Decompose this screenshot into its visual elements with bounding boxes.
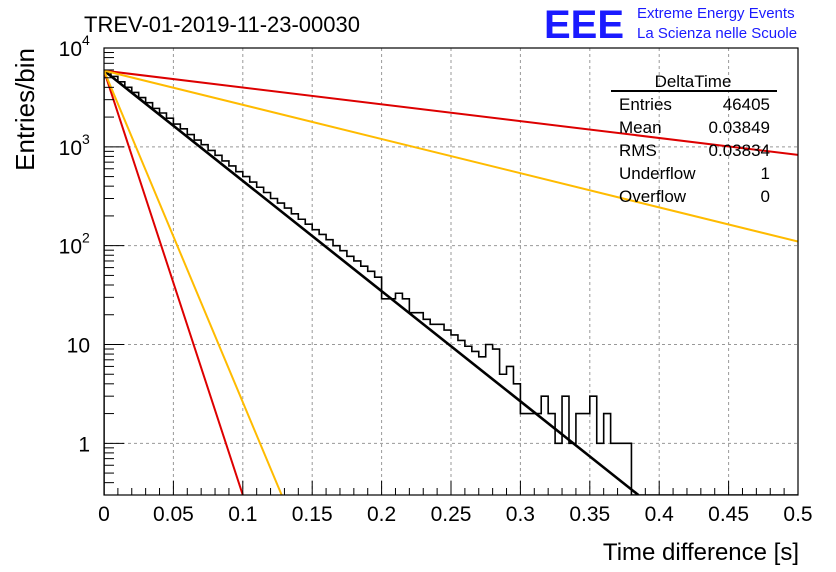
- x-tick-label: 0.2: [367, 503, 396, 526]
- stats-row-value: 46405: [723, 95, 770, 114]
- stats-row-value: 0.03834: [709, 141, 770, 160]
- y-tick-exponent: 4: [82, 32, 90, 48]
- fit-line: [104, 69, 798, 243]
- x-tick-label: 0.1: [228, 503, 257, 526]
- x-tick-label: 0: [98, 503, 110, 526]
- axes: 0 0.05 0.1 0.15 0.2 0.25 0.3 0.35 0.4 0.45 0.51101…: [59, 32, 813, 526]
- x-tick-label: 0.15: [292, 503, 333, 526]
- plot-content: [104, 69, 798, 495]
- y-tick-label: 10: [59, 38, 82, 61]
- eee-logo: EEE Extreme Energy Events La Scienza nel…: [544, 3, 797, 47]
- plot-inner: [104, 69, 798, 495]
- histogram: [104, 70, 798, 495]
- stats-row-value: 0: [761, 187, 770, 206]
- x-tick-label: 0.35: [569, 503, 610, 526]
- stats-box: DeltaTime Entries 46405 Mean 0.03849 RMS 0.03…: [611, 72, 777, 206]
- stats-row-label: Entries: [619, 95, 672, 114]
- eee-logo-line2: La Scienza nelle Scuole: [637, 25, 797, 42]
- fit-line: [104, 69, 798, 156]
- stats-row-value: 0.03849: [709, 118, 770, 137]
- stats-title: DeltaTime: [655, 72, 732, 91]
- y-tick-label: 10: [67, 334, 90, 357]
- fit-line: [104, 70, 244, 495]
- stats-row-label: Mean: [619, 118, 662, 137]
- x-tick-label: 0.3: [506, 503, 535, 526]
- x-axis-label: Time difference [s]: [603, 539, 799, 566]
- x-tick-label: 0.5: [783, 503, 812, 526]
- eee-logo-text: EEE: [544, 3, 624, 47]
- x-tick-label: 0.45: [708, 503, 749, 526]
- eee-logo-line1: Extreme Energy Events: [637, 5, 795, 22]
- y-tick-label: 1: [78, 433, 90, 456]
- fit-line: [104, 69, 640, 495]
- y-tick-label: 10: [59, 236, 82, 259]
- y-axis-label: Entries/bin: [10, 48, 40, 171]
- y-tick-label: 10: [59, 137, 82, 160]
- stats-row-label: RMS: [619, 141, 657, 160]
- chart-title: TREV-01-2019-11-23-00030: [84, 12, 360, 37]
- fit-line: [104, 70, 283, 495]
- y-tick-exponent: 3: [82, 131, 90, 147]
- stats-row-label: Overflow: [619, 187, 687, 206]
- x-tick-label: 0.25: [431, 503, 472, 526]
- y-tick-exponent: 2: [82, 230, 90, 246]
- x-tick-label: 0.05: [153, 503, 194, 526]
- x-tick-label: 0.4: [645, 503, 675, 526]
- stats-row-value: 1: [761, 164, 770, 183]
- stats-row-label: Underflow: [619, 164, 696, 183]
